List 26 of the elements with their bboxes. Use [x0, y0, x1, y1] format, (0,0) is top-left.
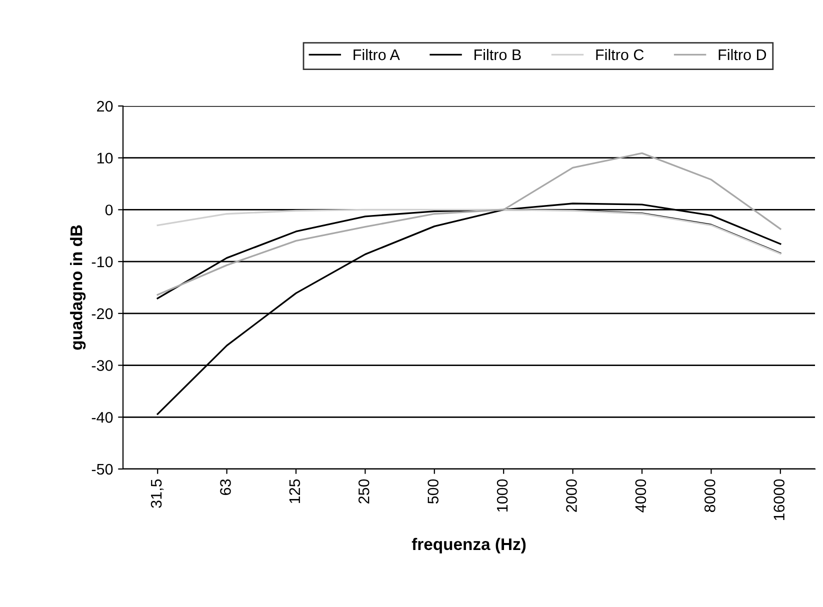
x-tick-label: 16000	[774, 479, 784, 520]
x-tick-label: 63	[220, 479, 231, 495]
y-tick-label: -20	[92, 308, 113, 320]
y-tick-label: 0	[105, 204, 113, 216]
legend-label: Filtro C	[596, 48, 644, 60]
y-tick-label: -10	[92, 256, 113, 268]
y-tick-label: -30	[92, 360, 113, 371]
x-tick-label: 500	[428, 479, 438, 504]
y-axis-title: guadagno in dB	[70, 225, 86, 350]
line-series	[156, 208, 782, 255]
y-tick-label: -40	[92, 412, 113, 423]
x-tick-label: 1000	[496, 479, 508, 512]
legend-label: Filtro B	[474, 48, 521, 60]
x-tick-label: 125	[289, 479, 300, 504]
x-tick-label: 2000	[566, 479, 577, 512]
line-series	[156, 152, 782, 296]
x-tick-label: 31,5	[150, 479, 164, 508]
x-tick-label: 4000	[635, 479, 646, 512]
x-tick-label: 250	[358, 479, 370, 504]
x-tick-label: 8000	[704, 479, 716, 512]
y-tick-label: 10	[97, 152, 113, 164]
y-tick-label: 20	[97, 100, 113, 112]
legend-label: Filtro D	[718, 48, 766, 60]
y-tick-label: -50	[92, 464, 113, 475]
x-axis-title: frequenza (Hz)	[412, 538, 526, 554]
legend-label: Filtro A	[354, 48, 400, 60]
